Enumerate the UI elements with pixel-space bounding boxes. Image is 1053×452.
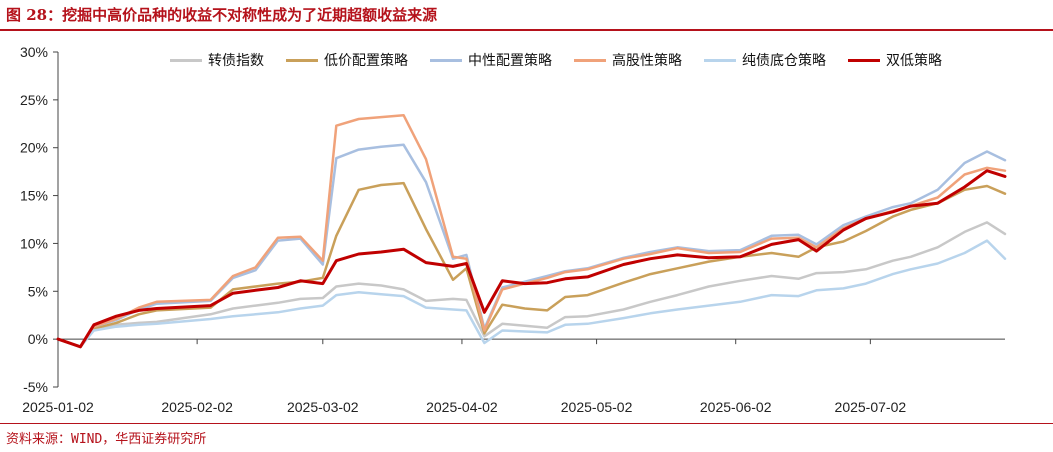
legend-swatch (848, 58, 880, 62)
y-tick-label: 25% (20, 92, 48, 108)
y-tick-label: 10% (20, 235, 48, 251)
legend-label: 高股性策略 (612, 53, 682, 69)
legend-swatch (170, 58, 202, 62)
x-tick-label: 2025-05-02 (561, 399, 633, 415)
y-tick-label: 15% (20, 188, 48, 204)
chart-legend: 转债指数 低价配置策略 中性配置策略 高股性策略 纯债底仓策略 双低策略 (170, 50, 964, 70)
legend-swatch (286, 58, 318, 62)
legend-item: 纯债底仓策略 (704, 50, 826, 70)
legend-label: 中性配置策略 (468, 53, 552, 69)
x-tick-label: 2025-03-02 (287, 399, 359, 415)
chart-lines (56, 113, 1007, 349)
x-tick-label: 2025-07-02 (835, 399, 907, 415)
legend-label: 转债指数 (208, 53, 264, 69)
legend-label: 纯债底仓策略 (742, 53, 826, 69)
y-tick-label: 0% (28, 331, 48, 347)
series-line-5 (56, 169, 1007, 349)
legend-item: 转债指数 (170, 50, 264, 70)
y-tick-label: 20% (20, 140, 48, 156)
figure-title: 图 28：挖掘中高价品种的收益不对称性成为了近期超额收益来源 (6, 6, 438, 24)
line-chart: 30% 25% 20% 15% 10% 5% 0% -5% 2025-01-02 2025-02-… (20, 44, 1007, 415)
series-line-4 (56, 239, 1007, 349)
legend-swatch (574, 58, 606, 62)
legend-item: 双低策略 (848, 50, 942, 70)
y-tick-label: 30% (20, 44, 48, 60)
legend-swatch (704, 58, 736, 62)
legend-label: 低价配置策略 (324, 53, 408, 69)
x-tick-label: 2025-01-02 (22, 399, 94, 415)
footer-rule (0, 423, 1053, 424)
series-line-1 (56, 181, 1007, 349)
legend-item: 中性配置策略 (430, 50, 552, 70)
legend-label: 双低策略 (886, 53, 942, 69)
y-tick-label: 5% (28, 283, 48, 299)
x-tick-label: 2025-02-02 (161, 399, 233, 415)
x-tick-label: 2025-06-02 (700, 399, 772, 415)
source-note: 资料来源：WIND，华西证券研究所 (6, 432, 207, 447)
y-tick-label: -5% (23, 379, 48, 395)
title-rule (0, 29, 1053, 31)
legend-item: 低价配置策略 (286, 50, 408, 70)
chart-axes: 30% 25% 20% 15% 10% 5% 0% -5% 2025-01-02 2025-02-… (20, 44, 1005, 415)
x-tick-label: 2025-04-02 (426, 399, 498, 415)
legend-swatch (430, 58, 462, 62)
series-line-0 (56, 221, 1007, 349)
legend-item: 高股性策略 (574, 50, 682, 70)
